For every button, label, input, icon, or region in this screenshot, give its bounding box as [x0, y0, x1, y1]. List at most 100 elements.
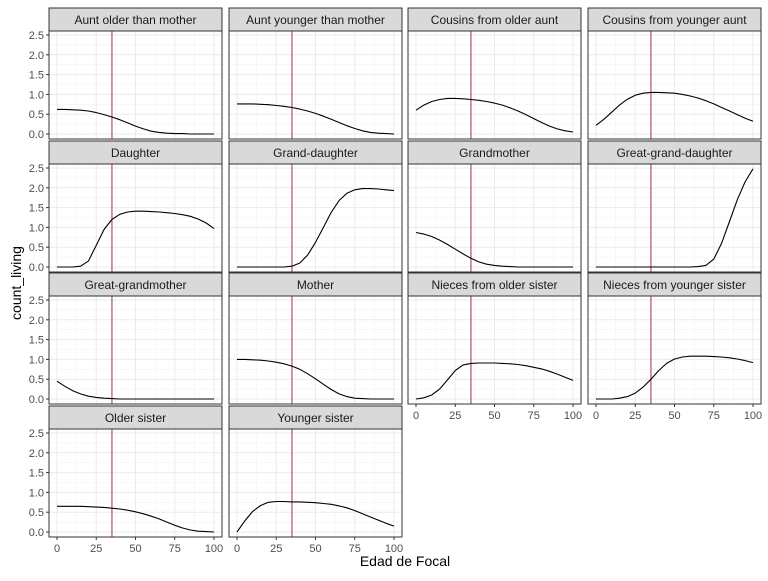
x-tick-label: 50	[488, 410, 500, 422]
series-line	[236, 500, 395, 533]
y-tick-label: 0.0	[29, 262, 44, 274]
y-tick-label: 2.5	[29, 428, 44, 440]
series-line	[57, 505, 215, 533]
y-tick-label: 0.0	[29, 394, 44, 406]
facet-panel: Cousins from younger aunt	[587, 7, 762, 140]
y-tick-label: 1.0	[29, 89, 44, 101]
facet-strip-label: Younger sister	[277, 411, 353, 425]
panel-border	[407, 30, 582, 140]
panel-border	[587, 30, 762, 140]
x-tick-label: 100	[385, 543, 403, 555]
y-tick-label: 2.0	[29, 50, 44, 62]
facet-panel: Grandmother	[407, 140, 582, 273]
panel-border	[228, 30, 403, 140]
facet-panel: Nieces from older sister 0 25 50 75 100	[407, 272, 582, 422]
facet-strip-label: Cousins from older aunt	[431, 13, 559, 27]
series-line	[596, 355, 754, 400]
facet-strip-label: Grand-daughter	[273, 146, 358, 160]
facet-panel: Younger sister 0 25 50 75 100	[228, 405, 403, 555]
series-line	[415, 362, 574, 400]
facet-strip-label: Aunt older than mother	[74, 13, 196, 27]
panel-border	[48, 163, 223, 273]
x-tick-label: 50	[129, 543, 141, 555]
facet-panel: Nieces from younger sister 0 25 50 75 100	[587, 272, 762, 422]
y-tick-label: 2.0	[29, 183, 44, 195]
x-tick-label: 75	[528, 410, 540, 422]
y-tick-label: 1.0	[29, 222, 44, 234]
y-tick-label: 1.5	[29, 70, 44, 82]
x-tick-label: 75	[708, 410, 720, 422]
series-line	[237, 103, 395, 135]
y-tick-label: 2.0	[29, 448, 44, 460]
x-tick-label: 25	[629, 410, 641, 422]
facet-strip-label: Aunt younger than mother	[246, 13, 385, 27]
x-tick-label: 0	[54, 543, 60, 555]
series-line	[56, 380, 214, 400]
series-line	[415, 231, 573, 268]
panel-border	[48, 295, 223, 405]
facet-panel: Cousins from older aunt	[407, 7, 582, 140]
x-axis-title: Edad de Focal	[360, 553, 450, 569]
y-tick-label: 2.5	[29, 30, 44, 42]
x-tick-label: 100	[564, 410, 582, 422]
x-tick-label: 75	[169, 543, 181, 555]
facet-strip-label: Older sister	[105, 411, 166, 425]
series-line	[415, 97, 574, 133]
x-tick-label: 50	[309, 543, 321, 555]
panel-border	[587, 163, 762, 273]
facet-panel: Older sister 0.0 0.5 1.0 1.5 2.0 2.5 0 25 50 75 100	[29, 405, 223, 555]
facet-panel: Mother	[228, 272, 403, 405]
series-line	[595, 91, 754, 126]
facet-panel: Great-grand-daughter	[587, 140, 762, 273]
facet-panel: Grand-daughter	[228, 140, 403, 273]
facet-panel: Aunt younger than mother	[228, 7, 403, 140]
y-tick-label: 2.5	[29, 163, 44, 175]
x-tick-label: 50	[668, 410, 680, 422]
series-line	[57, 108, 214, 135]
x-tick-label: 75	[349, 543, 361, 555]
y-tick-label: 0.0	[29, 129, 44, 141]
facet-panel: Daughter 0.0 0.5 1.0 1.5 2.0 2.5	[29, 140, 223, 274]
y-tick-label: 1.0	[29, 354, 44, 366]
series-line	[57, 210, 215, 268]
x-tick-label: 0	[413, 410, 419, 422]
series-line	[237, 358, 394, 400]
facet-strip-label: Cousins from younger aunt	[602, 13, 747, 27]
y-tick-label: 0.5	[29, 109, 44, 121]
series-line	[237, 188, 395, 268]
x-tick-label: 100	[205, 543, 223, 555]
facet-strip-label: Nieces from younger sister	[603, 278, 746, 292]
x-tick-label: 0	[234, 543, 240, 555]
panel-border	[228, 295, 403, 405]
panel-border	[228, 163, 403, 273]
y-tick-label: 2.0	[29, 315, 44, 327]
x-tick-label: 25	[270, 543, 282, 555]
y-tick-label: 1.5	[29, 468, 44, 480]
facet-strip-label: Grandmother	[459, 146, 530, 160]
facet-strip-label: Nieces from older sister	[431, 278, 557, 292]
facet-strip-label: Daughter	[111, 146, 160, 160]
y-axis-title: count_living	[8, 246, 24, 320]
panel-border	[48, 30, 223, 140]
facet-strip-label: Great-grand-daughter	[616, 146, 732, 160]
facet-strip-label: Mother	[297, 278, 334, 292]
y-tick-label: 2.5	[29, 295, 44, 307]
facet-panel: Aunt older than mother 0.0 0.5 1.0 1.5 2.0 2.5	[29, 7, 223, 141]
y-tick-label: 0.5	[29, 374, 44, 386]
facet-strip-label: Great-grandmother	[84, 278, 186, 292]
y-tick-label: 1.5	[29, 335, 44, 347]
y-tick-label: 0.5	[29, 507, 44, 519]
x-tick-label: 25	[449, 410, 461, 422]
y-tick-label: 1.0	[29, 487, 44, 499]
panel-border	[407, 163, 582, 273]
x-tick-label: 0	[593, 410, 599, 422]
y-tick-label: 0.0	[29, 527, 44, 539]
x-tick-label: 25	[90, 543, 102, 555]
x-tick-label: 100	[744, 410, 762, 422]
y-tick-label: 1.5	[29, 203, 44, 215]
facet-panel: Great-grandmother 0.0 0.5 1.0 1.5 2.0 2.5	[29, 272, 223, 406]
series-line	[596, 168, 754, 268]
y-tick-label: 0.5	[29, 242, 44, 254]
